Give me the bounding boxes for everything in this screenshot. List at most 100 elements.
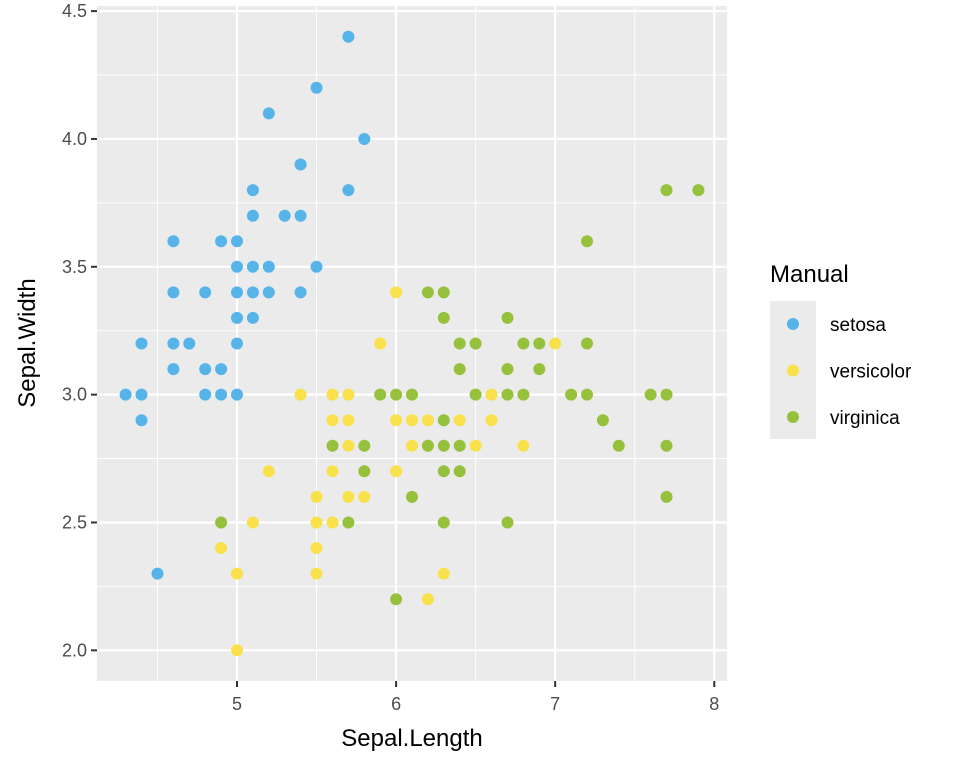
point-versicolor (310, 542, 323, 554)
y-tick-label: 2.0 (62, 640, 87, 660)
point-versicolor (215, 542, 228, 554)
point-versicolor (231, 567, 243, 580)
point-virginica (453, 363, 466, 376)
point-virginica (692, 184, 705, 197)
point-versicolor (246, 516, 259, 529)
point-virginica (421, 439, 434, 452)
legend-label-versicolor: versicolor (830, 362, 912, 383)
point-setosa (294, 286, 307, 299)
point-setosa (246, 260, 259, 273)
legend: Manual setosa versicolor virginica (770, 261, 912, 439)
point-virginica (501, 388, 514, 401)
point-setosa (215, 388, 228, 401)
point-setosa (262, 286, 275, 299)
point-versicolor (485, 388, 498, 401)
point-virginica (437, 414, 450, 427)
point-setosa (231, 337, 243, 350)
point-virginica (660, 184, 673, 197)
point-setosa (199, 363, 212, 376)
point-versicolor (326, 516, 339, 529)
point-setosa (231, 311, 243, 324)
point-virginica (644, 388, 657, 401)
x-tick-label: 6 (391, 694, 401, 714)
data-points (119, 30, 705, 657)
point-virginica (660, 439, 673, 452)
legend-key-virginica (787, 411, 799, 423)
point-versicolor (326, 465, 339, 478)
point-setosa (246, 286, 259, 299)
y-axis: 2.0 2.5 3.0 3.5 4.0 4.5 (62, 1, 97, 660)
point-virginica (390, 593, 403, 606)
point-setosa (342, 30, 355, 43)
point-virginica (453, 439, 466, 452)
legend-key-versicolor (787, 364, 799, 377)
point-virginica (660, 388, 673, 401)
point-versicolor (326, 414, 339, 427)
point-virginica (437, 465, 450, 478)
point-virginica (406, 388, 418, 401)
point-versicolor (310, 516, 323, 529)
point-setosa (215, 235, 228, 248)
y-tick-label: 3.0 (62, 385, 87, 405)
point-setosa (294, 158, 307, 171)
point-virginica (660, 490, 673, 503)
point-setosa (278, 209, 291, 222)
point-setosa (262, 107, 275, 120)
point-setosa (294, 209, 307, 222)
point-setosa (199, 286, 212, 299)
point-virginica (437, 439, 450, 452)
point-versicolor (262, 465, 275, 478)
point-versicolor (406, 439, 418, 452)
point-virginica (501, 363, 514, 376)
point-versicolor (310, 490, 323, 503)
point-versicolor (231, 644, 243, 657)
point-virginica (517, 337, 530, 350)
point-virginica (453, 337, 466, 350)
point-virginica (437, 311, 450, 324)
point-versicolor (310, 567, 323, 580)
point-setosa (167, 286, 180, 299)
point-virginica (406, 490, 418, 503)
point-setosa (167, 337, 180, 350)
x-tick-label: 5 (232, 694, 242, 714)
point-virginica (374, 388, 387, 401)
point-virginica (437, 286, 450, 299)
point-setosa (262, 260, 275, 273)
legend-label-virginica: virginica (830, 408, 900, 429)
point-virginica (533, 337, 546, 350)
point-virginica (581, 235, 593, 248)
point-setosa (231, 235, 243, 248)
point-versicolor (437, 567, 450, 580)
point-versicolor (342, 388, 355, 401)
point-virginica (533, 363, 546, 376)
point-virginica (517, 388, 530, 401)
point-virginica (469, 337, 482, 350)
point-versicolor (517, 439, 530, 452)
point-virginica (612, 439, 625, 452)
point-versicolor (390, 414, 403, 427)
y-tick-label: 3.5 (62, 257, 87, 277)
point-virginica (342, 516, 355, 529)
point-setosa (135, 388, 148, 401)
point-versicolor (453, 414, 466, 427)
y-tick-label: 4.5 (62, 1, 87, 21)
point-versicolor (342, 414, 355, 427)
point-virginica (390, 388, 403, 401)
point-virginica (358, 465, 371, 478)
point-versicolor (358, 490, 371, 503)
point-setosa (310, 260, 323, 273)
point-virginica (453, 465, 466, 478)
point-virginica (581, 388, 593, 401)
x-axis: 5 6 7 8 (232, 681, 719, 714)
point-virginica (596, 414, 609, 427)
point-versicolor (374, 337, 387, 350)
point-setosa (246, 311, 259, 324)
point-setosa (231, 388, 243, 401)
point-versicolor (294, 388, 307, 401)
point-versicolor (342, 490, 355, 503)
point-versicolor (421, 593, 434, 606)
point-setosa (199, 388, 212, 401)
y-tick-label: 4.0 (62, 129, 87, 149)
x-tick-label: 8 (709, 694, 719, 714)
point-virginica (501, 311, 514, 324)
